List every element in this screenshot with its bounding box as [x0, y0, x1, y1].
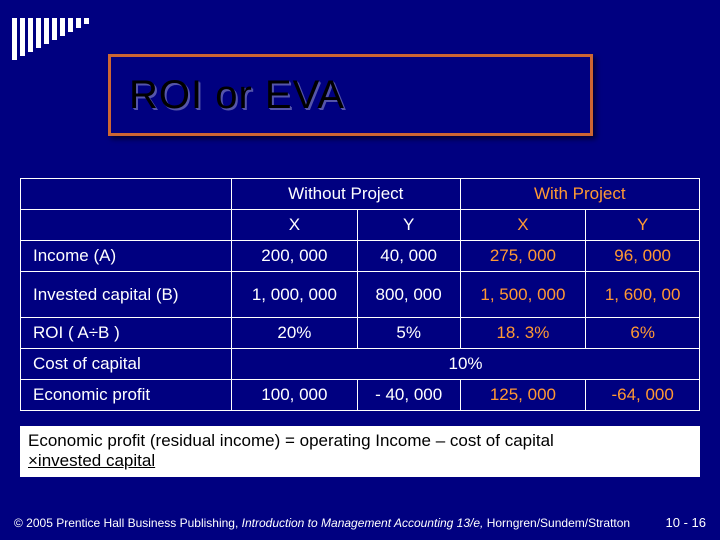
ep-wo-y: - 40, 000	[357, 380, 460, 411]
formula-line2: ×invested capital	[28, 451, 155, 470]
income-w-x: 275, 000	[460, 241, 586, 272]
ep-w-y: -64, 000	[586, 380, 700, 411]
table-corner2	[21, 210, 232, 241]
roi-w-x: 18. 3%	[460, 318, 586, 349]
sub-wo-y: Y	[357, 210, 460, 241]
ep-wo-x: 100, 000	[232, 380, 358, 411]
decorative-bars	[12, 18, 89, 60]
footer-italic: Introduction to Management Accounting 13…	[242, 516, 487, 530]
roi-wo-x: 20%	[232, 318, 358, 349]
roi-w-y: 6%	[586, 318, 700, 349]
data-table: Without Project With Project X Y X Y Inc…	[20, 178, 700, 411]
invested-w-y: 1, 600, 00	[586, 272, 700, 318]
sub-w-y: Y	[586, 210, 700, 241]
row-ep-label: Economic profit	[21, 380, 232, 411]
coc-value: 10%	[232, 349, 700, 380]
income-w-y: 96, 000	[586, 241, 700, 272]
title-box: ROI or EVA	[108, 54, 593, 136]
sub-w-x: X	[460, 210, 586, 241]
footer: © 2005 Prentice Hall Business Publishing…	[14, 515, 706, 530]
income-wo-y: 40, 000	[357, 241, 460, 272]
header-with: With Project	[460, 179, 699, 210]
roi-wo-y: 5%	[357, 318, 460, 349]
sub-wo-x: X	[232, 210, 358, 241]
invested-w-x: 1, 500, 000	[460, 272, 586, 318]
footer-left: © 2005 Prentice Hall Business Publishing…	[14, 516, 630, 530]
invested-wo-x: 1, 000, 000	[232, 272, 358, 318]
footer-suffix: Horngren/Sundem/Stratton	[487, 516, 630, 530]
income-wo-x: 200, 000	[232, 241, 358, 272]
row-invested-label: Invested capital (B)	[21, 272, 232, 318]
invested-wo-y: 800, 000	[357, 272, 460, 318]
row-income-label: Income (A)	[21, 241, 232, 272]
footer-page: 10 - 16	[666, 515, 706, 530]
table-corner	[21, 179, 232, 210]
formula-line1: Economic profit (residual income) = oper…	[28, 431, 554, 450]
slide-title: ROI or EVA	[129, 73, 345, 118]
row-roi-label: ROI ( A÷B )	[21, 318, 232, 349]
header-without: Without Project	[232, 179, 461, 210]
row-coc-label: Cost of capital	[21, 349, 232, 380]
formula-box: Economic profit (residual income) = oper…	[20, 426, 700, 477]
footer-prefix: © 2005 Prentice Hall Business Publishing…	[14, 516, 242, 530]
ep-w-x: 125, 000	[460, 380, 586, 411]
